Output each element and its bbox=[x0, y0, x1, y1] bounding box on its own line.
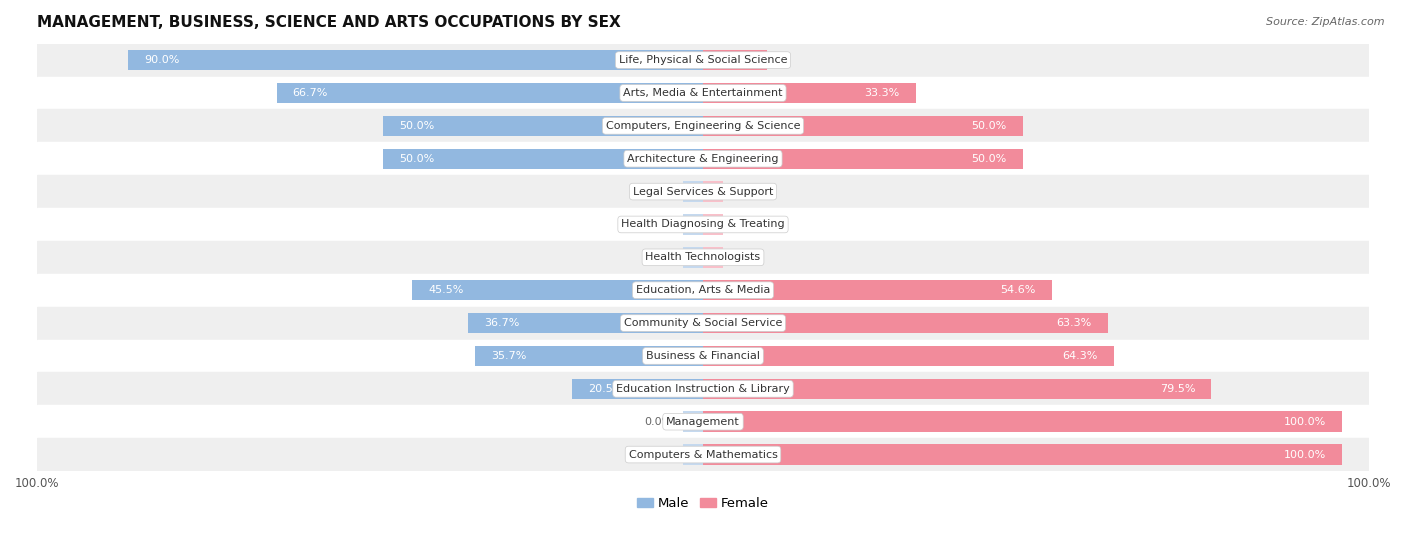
Bar bbox=[37, 274, 1369, 307]
Bar bbox=[703, 247, 723, 268]
Bar bbox=[703, 83, 915, 103]
Text: 64.3%: 64.3% bbox=[1063, 351, 1098, 361]
Text: Business & Financial: Business & Financial bbox=[645, 351, 761, 361]
Text: 0.0%: 0.0% bbox=[644, 187, 672, 197]
Bar bbox=[703, 313, 1108, 333]
Text: 66.7%: 66.7% bbox=[292, 88, 328, 98]
Text: 0.0%: 0.0% bbox=[734, 220, 762, 229]
Bar bbox=[703, 149, 1022, 169]
Text: MANAGEMENT, BUSINESS, SCIENCE AND ARTS OCCUPATIONS BY SEX: MANAGEMENT, BUSINESS, SCIENCE AND ARTS O… bbox=[37, 15, 621, 30]
Bar bbox=[703, 214, 723, 235]
Text: 100.0%: 100.0% bbox=[1284, 449, 1326, 459]
Bar bbox=[683, 247, 703, 268]
Bar bbox=[468, 313, 703, 333]
Bar bbox=[703, 444, 1343, 465]
Bar bbox=[703, 116, 1022, 136]
Text: 0.0%: 0.0% bbox=[734, 252, 762, 262]
Bar bbox=[37, 110, 1369, 143]
Text: Architecture & Engineering: Architecture & Engineering bbox=[627, 154, 779, 164]
Bar bbox=[703, 411, 1343, 432]
Text: Computers & Mathematics: Computers & Mathematics bbox=[628, 449, 778, 459]
Bar bbox=[412, 280, 703, 300]
Bar bbox=[703, 280, 1052, 300]
Text: 0.0%: 0.0% bbox=[644, 220, 672, 229]
Text: 50.0%: 50.0% bbox=[399, 121, 434, 131]
Bar bbox=[37, 143, 1369, 175]
Bar bbox=[703, 346, 1114, 366]
Text: Arts, Media & Entertainment: Arts, Media & Entertainment bbox=[623, 88, 783, 98]
Text: 10.0%: 10.0% bbox=[716, 55, 751, 65]
Text: Computers, Engineering & Science: Computers, Engineering & Science bbox=[606, 121, 800, 131]
Bar bbox=[683, 182, 703, 202]
Bar bbox=[572, 378, 703, 399]
Bar bbox=[384, 149, 703, 169]
Text: Health Technologists: Health Technologists bbox=[645, 252, 761, 262]
Text: 50.0%: 50.0% bbox=[972, 154, 1007, 164]
Text: 50.0%: 50.0% bbox=[399, 154, 434, 164]
Bar bbox=[703, 182, 723, 202]
Text: Life, Physical & Social Science: Life, Physical & Social Science bbox=[619, 55, 787, 65]
Text: Community & Social Service: Community & Social Service bbox=[624, 318, 782, 328]
Text: Management: Management bbox=[666, 416, 740, 427]
Bar bbox=[37, 438, 1369, 471]
Text: 0.0%: 0.0% bbox=[644, 449, 672, 459]
Bar bbox=[37, 241, 1369, 274]
Legend: Male, Female: Male, Female bbox=[631, 492, 775, 516]
Text: 90.0%: 90.0% bbox=[143, 55, 179, 65]
Bar bbox=[475, 346, 703, 366]
Bar bbox=[277, 83, 703, 103]
Text: 36.7%: 36.7% bbox=[485, 318, 520, 328]
Text: 35.7%: 35.7% bbox=[491, 351, 526, 361]
Bar bbox=[37, 372, 1369, 405]
Bar bbox=[703, 378, 1211, 399]
Bar bbox=[683, 214, 703, 235]
Bar bbox=[37, 339, 1369, 372]
Text: 79.5%: 79.5% bbox=[1160, 384, 1195, 394]
Text: 0.0%: 0.0% bbox=[644, 416, 672, 427]
Bar bbox=[384, 116, 703, 136]
Text: 0.0%: 0.0% bbox=[644, 252, 672, 262]
Text: 54.6%: 54.6% bbox=[1001, 285, 1036, 295]
Bar bbox=[37, 44, 1369, 77]
Text: 50.0%: 50.0% bbox=[972, 121, 1007, 131]
Bar bbox=[683, 411, 703, 432]
Text: Legal Services & Support: Legal Services & Support bbox=[633, 187, 773, 197]
Text: 33.3%: 33.3% bbox=[865, 88, 900, 98]
Text: Education Instruction & Library: Education Instruction & Library bbox=[616, 384, 790, 394]
Text: Health Diagnosing & Treating: Health Diagnosing & Treating bbox=[621, 220, 785, 229]
Text: Education, Arts & Media: Education, Arts & Media bbox=[636, 285, 770, 295]
Text: 0.0%: 0.0% bbox=[734, 187, 762, 197]
Bar bbox=[683, 444, 703, 465]
Text: 45.5%: 45.5% bbox=[429, 285, 464, 295]
Bar bbox=[128, 50, 703, 70]
Text: Source: ZipAtlas.com: Source: ZipAtlas.com bbox=[1267, 17, 1385, 27]
Text: 20.5%: 20.5% bbox=[588, 384, 623, 394]
Bar bbox=[37, 175, 1369, 208]
Bar bbox=[37, 208, 1369, 241]
Bar bbox=[37, 77, 1369, 110]
Bar bbox=[37, 307, 1369, 339]
Text: 100.0%: 100.0% bbox=[1284, 416, 1326, 427]
Text: 63.3%: 63.3% bbox=[1056, 318, 1091, 328]
Bar bbox=[703, 50, 766, 70]
Bar bbox=[37, 405, 1369, 438]
